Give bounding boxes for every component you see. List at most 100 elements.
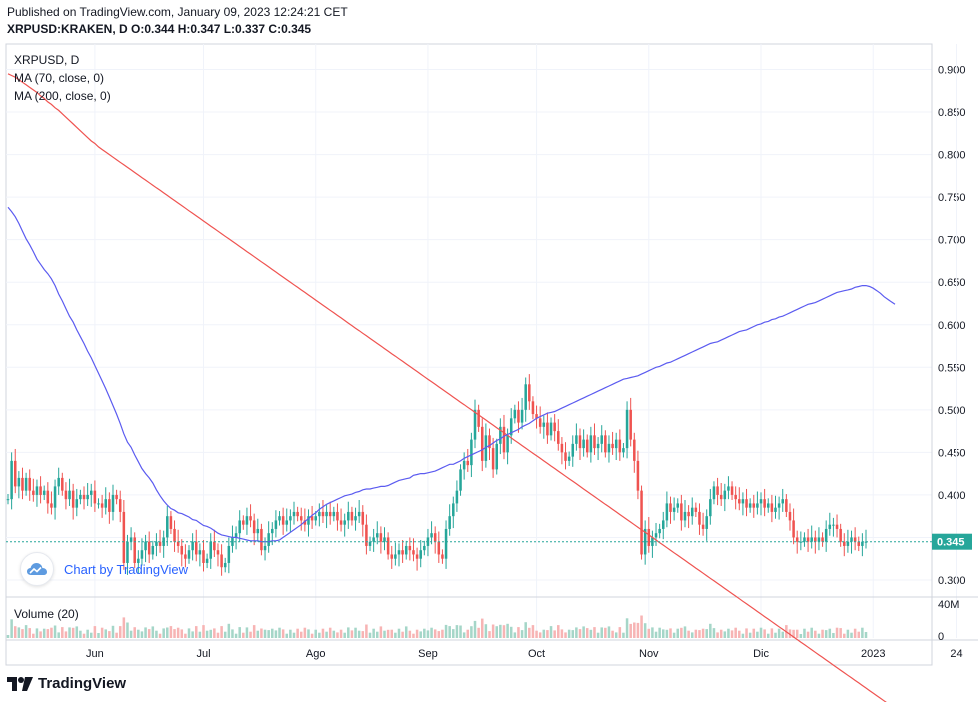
candle-body [723,490,727,500]
candle-body [846,541,850,546]
candle-body [303,520,307,525]
volume-bar [328,627,332,638]
candle-body [166,516,169,538]
volume-bar [531,625,535,638]
volume-bar [122,617,126,638]
volume-bar [361,631,365,638]
time-tick-label: Oct [528,648,545,660]
volume-bar [278,627,281,638]
volume-bar [538,632,542,638]
volume-bar [350,630,354,638]
candle-body [477,409,480,427]
candle-body [242,520,245,525]
candle-body [111,494,115,512]
volume-bar [759,627,763,638]
volume-bar [111,625,115,638]
volume-bar [470,626,473,638]
volume-bar [433,629,437,638]
candle-body [151,545,155,555]
volume-bar [611,630,614,638]
candle-body [296,511,299,517]
candle-body [452,503,455,517]
volume-bar [292,632,296,638]
candle-body [824,528,828,542]
candle-body [220,554,223,568]
candle-body [173,528,176,542]
candle-body [216,550,220,555]
volume-bar [368,632,372,638]
candle-body [517,409,520,423]
volume-bar [850,632,853,638]
volume-bar [803,628,806,638]
volume-bar [144,627,147,638]
watermark-text[interactable]: Chart by TradingView [64,561,189,577]
candle-body [850,537,853,542]
candle-body [470,439,473,466]
candle-body [578,435,582,449]
candle-body [343,520,346,525]
volume-bar [97,633,100,638]
footer-brand[interactable]: TradingView [7,675,126,692]
volume-bar [625,618,629,638]
candle-body [814,537,817,542]
volume-bar [299,631,303,638]
volume-bar [861,627,864,638]
candle-body [857,541,861,546]
volume-bar [220,626,223,638]
volume-bar [365,624,368,638]
candle-body [79,494,82,500]
candle-body [712,486,716,500]
volume-bar [17,627,21,638]
candle-body [86,494,89,500]
candle-body [256,528,260,534]
candle-body [169,516,173,529]
candle-body [647,528,651,546]
volume-bar [64,631,68,638]
price-tick-label: 0.600 [938,320,966,332]
volume-bar [509,626,513,638]
candle-body [10,460,13,500]
candle-body [39,486,42,495]
volume-bar [205,630,209,638]
candle-body [386,537,390,555]
tradingview-logo-icon [7,676,33,691]
volume-bar [227,623,231,638]
volume-bar [462,632,466,638]
candle-body [118,499,122,512]
candle-body [698,511,701,525]
volume-bar [748,632,752,638]
volume-bar [535,630,538,638]
volume-bar [683,626,687,638]
legend-volume: Volume (20) [14,607,79,621]
candle-body [13,460,17,487]
candle-body [770,503,774,512]
cloud-icon [20,552,54,586]
candle-body [596,443,600,449]
volume-bar [412,633,415,638]
volume-bar [158,633,162,638]
candle-body [328,511,332,517]
watermark[interactable]: Chart by TradingView [20,552,188,586]
candle-body [278,516,281,521]
volume-bar [354,627,357,638]
volume-bar [567,629,571,638]
published-line: Published on TradingView.com, January 09… [7,5,348,19]
volume-bar [281,629,285,638]
volume-bar [325,631,328,638]
candle-body [90,490,93,495]
volume-bar [151,626,155,638]
volume-bar [394,632,397,638]
volume-bar [705,629,708,638]
candle-body [459,469,462,491]
candle-body [108,499,111,512]
volume-bar [774,632,777,638]
candle-body [394,554,397,559]
volume-bar [745,628,748,638]
candle-body [557,431,560,444]
volume-bar [669,628,672,638]
last-price-badge [932,533,972,550]
volume-bar [336,632,339,638]
candle-body [491,448,495,470]
volume-bar [730,630,734,638]
